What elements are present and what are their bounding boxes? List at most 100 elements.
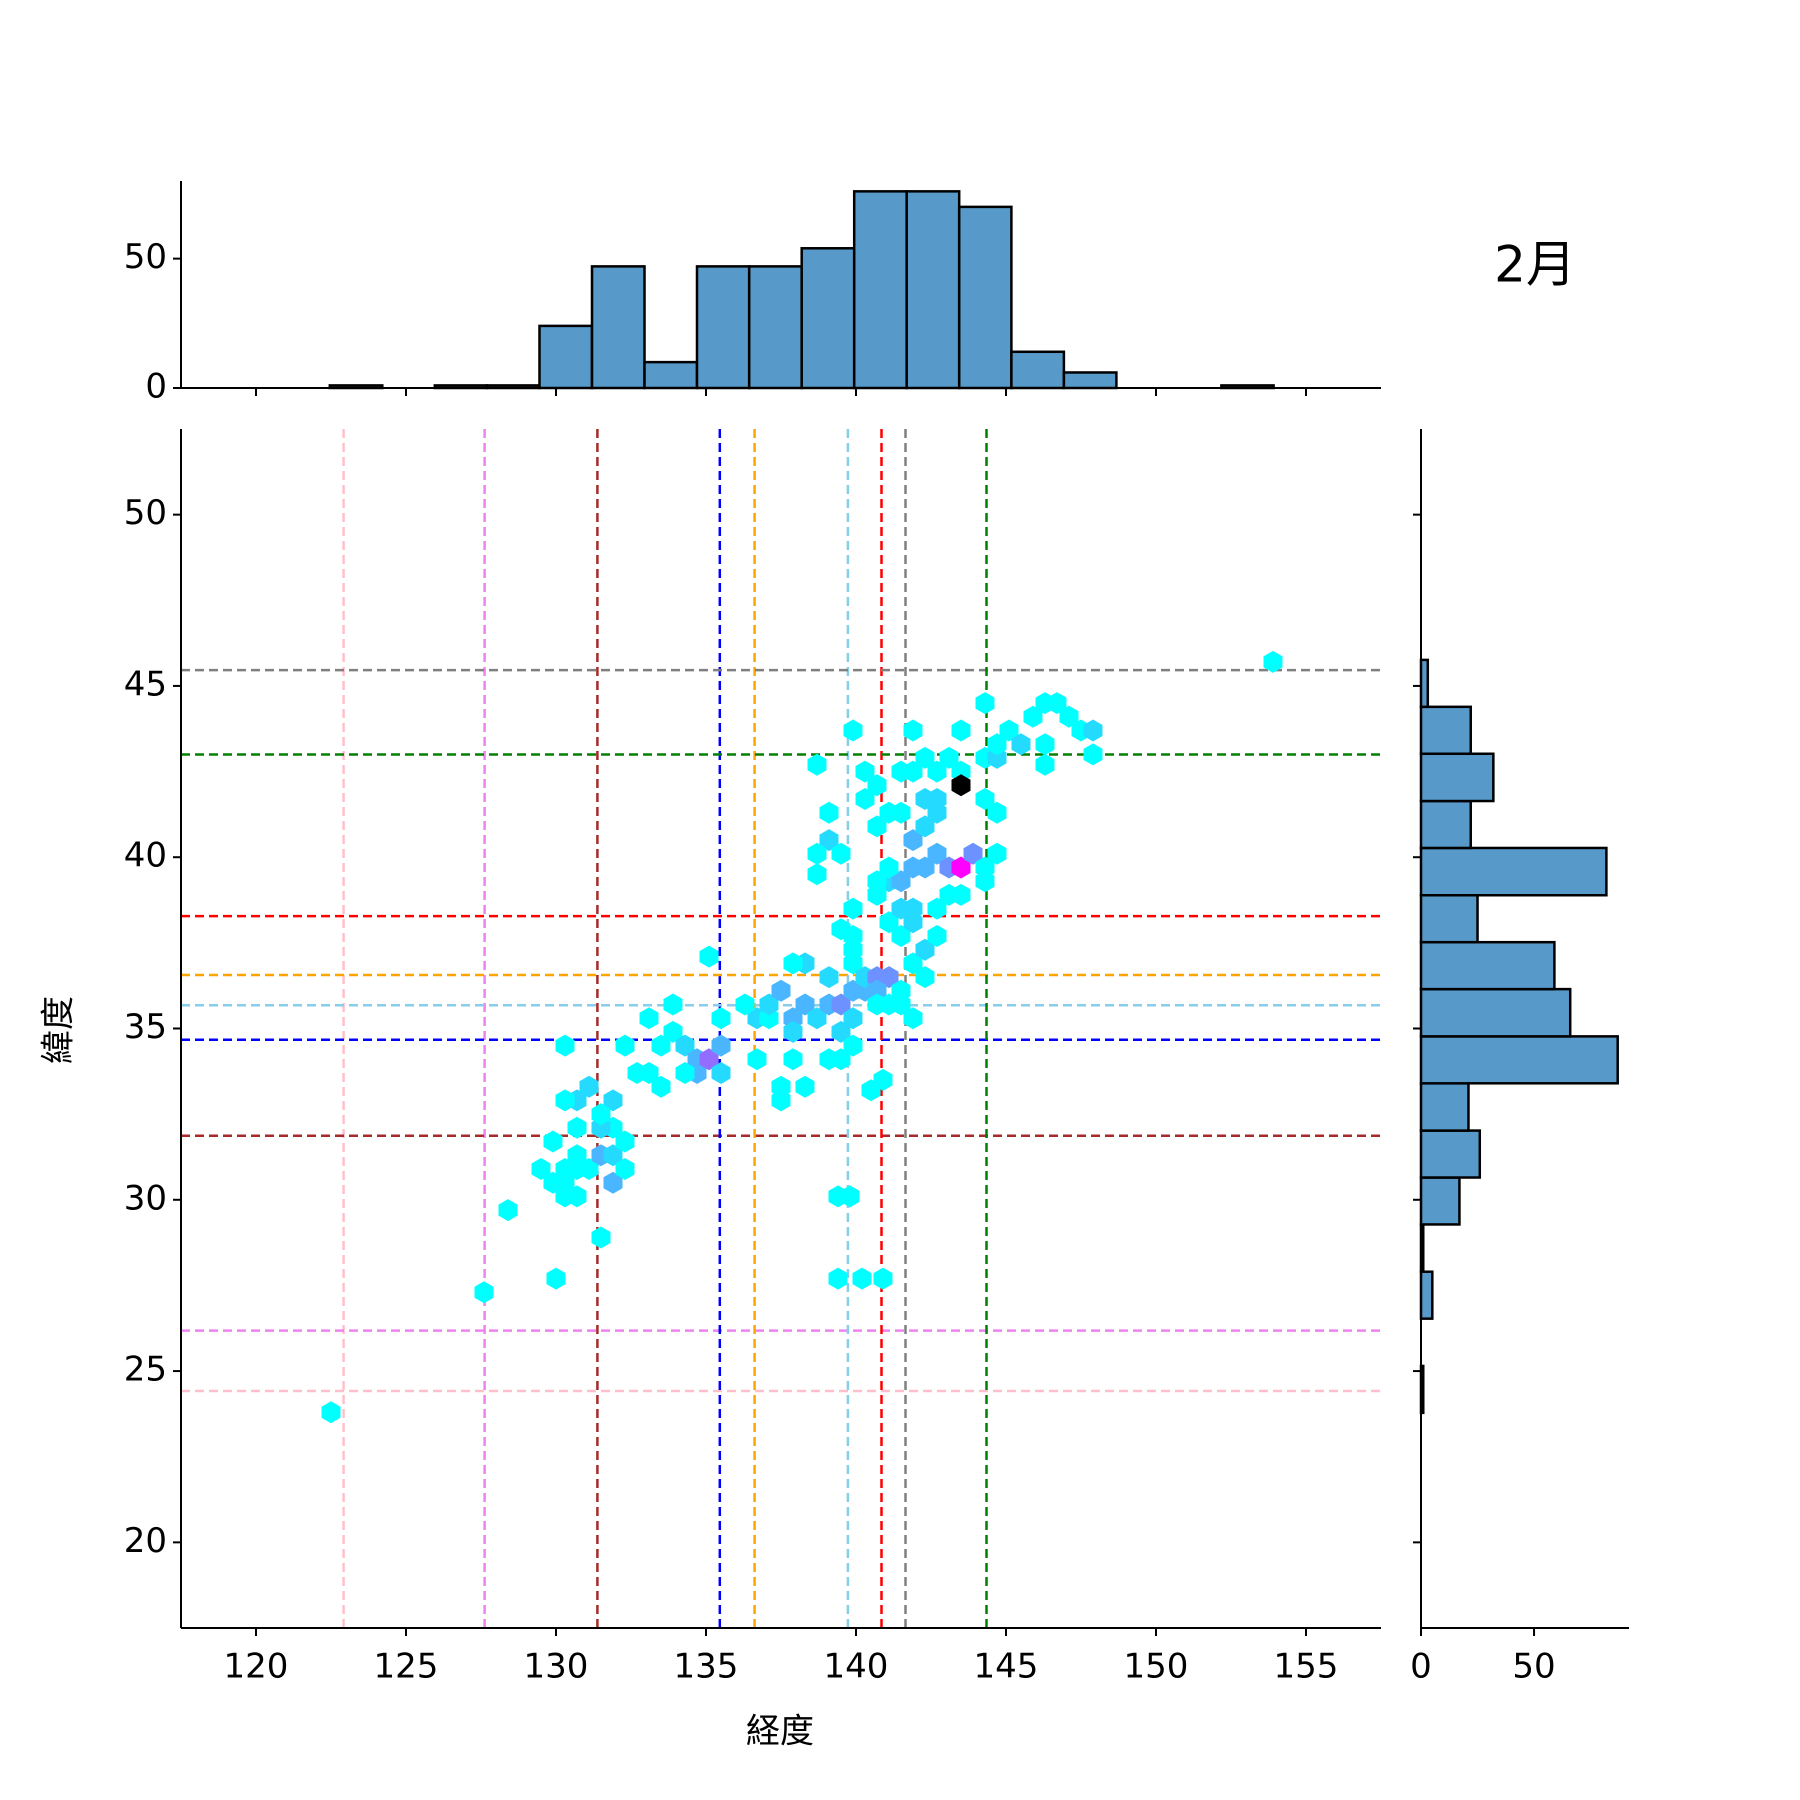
hexbin-cell	[663, 1020, 683, 1043]
x-tick-label: 50	[1512, 1647, 1555, 1687]
hexbin-cell	[1263, 650, 1283, 673]
histogram-bar	[1419, 1176, 1461, 1226]
hexbin-cell	[939, 883, 959, 906]
hexbin-cell	[711, 1034, 731, 1057]
hexbin-cell	[543, 1130, 563, 1153]
hexbin-cell	[831, 1020, 851, 1043]
hexbin-cell	[747, 1048, 767, 1071]
hexbin-cell	[891, 870, 911, 893]
hexbin-cell	[951, 774, 971, 797]
x-axis-label: 経度	[746, 1712, 814, 1752]
hexbin-cell	[699, 1048, 719, 1071]
hexbin-cell	[927, 788, 947, 810]
hexbin-cell	[927, 897, 947, 920]
hexbin-cell	[639, 1007, 659, 1030]
hexbin-cell	[771, 1089, 791, 1112]
hexbin-cell	[711, 1007, 731, 1030]
hexbin-cell	[807, 863, 827, 886]
hexbin-cell	[927, 842, 947, 865]
y-tick-label: 35	[124, 1007, 167, 1047]
hexbin-cell	[795, 993, 815, 1016]
hexbin-cell	[807, 753, 827, 776]
hexbin-cell	[579, 1075, 599, 1098]
histogram-bar	[1419, 705, 1472, 756]
hexbin-cell	[759, 993, 779, 1016]
x-tick-label: 125	[374, 1647, 439, 1687]
hexbin-cell	[675, 1034, 695, 1057]
hexbin-cell	[1035, 753, 1055, 776]
hexbin-cell	[879, 856, 899, 879]
hexbin-cell	[735, 993, 755, 1016]
hexbin-cell	[879, 911, 899, 934]
hexbin-cell	[603, 1089, 623, 1112]
hexbin-cell	[843, 897, 863, 920]
hexbin-cell	[903, 911, 923, 934]
hexbin-cell	[987, 733, 1007, 756]
histogram-bar	[1419, 987, 1572, 1038]
x-tick-label: 135	[674, 1647, 739, 1687]
hexbin-cell	[879, 966, 899, 989]
hexbin-cell	[1083, 743, 1103, 766]
histogram-bar	[643, 360, 699, 390]
hexbin-cell	[639, 1062, 659, 1084]
histogram-bar	[1419, 1270, 1434, 1320]
hexbin-cell	[474, 1281, 494, 1304]
hexbin-cell	[783, 952, 803, 975]
hexbin-cell	[828, 1267, 848, 1290]
hexbin-cell	[603, 1171, 623, 1194]
x-tick-label: 130	[524, 1647, 589, 1687]
hexbin-cell	[819, 801, 839, 824]
hexbin-cell	[321, 1401, 341, 1424]
x-tick-label: 145	[974, 1647, 1039, 1687]
hexbin-cell	[915, 938, 935, 961]
hexbin-cell	[603, 1144, 623, 1167]
hexbin-cell	[795, 1075, 815, 1098]
hexbin-cell	[843, 1007, 863, 1030]
hexbin-cell	[915, 966, 935, 989]
hexbin-cell	[783, 1048, 803, 1071]
histogram-bar	[852, 190, 908, 390]
hexbin-cell	[711, 1062, 731, 1084]
histogram-bar	[1419, 1129, 1482, 1179]
histogram-bar	[695, 265, 751, 390]
hexbin-cell	[867, 870, 887, 893]
hexbin-cell	[615, 1034, 635, 1057]
y-tick-label: 50	[124, 493, 167, 533]
histogram-bar	[1419, 1035, 1619, 1085]
histogram-bar	[590, 265, 646, 390]
x-tick-label: 140	[824, 1647, 889, 1687]
histogram-bar	[905, 190, 961, 390]
hexbin-cell	[819, 966, 839, 989]
hexbin-cell	[567, 1116, 587, 1139]
hexbin-cell	[903, 1007, 923, 1030]
hexbin-cell	[531, 1158, 551, 1180]
hexbin-cell	[546, 1267, 566, 1290]
hexbin-cell	[591, 1103, 611, 1126]
hexbin-cell	[927, 925, 947, 947]
x-tick-label: 155	[1274, 1647, 1339, 1687]
hexbin-cell	[615, 1130, 635, 1153]
hexbin-cell	[555, 1034, 575, 1057]
y-tick-label: 45	[124, 664, 167, 704]
x-tick-label: 150	[1124, 1647, 1189, 1687]
hexbin-cell	[951, 719, 971, 742]
hexbin-cell	[852, 1267, 872, 1290]
hexbin-cell	[843, 1034, 863, 1057]
hexbin-cell	[927, 760, 947, 783]
hexbin-cell	[963, 842, 983, 865]
hexbin-cell	[651, 1034, 671, 1057]
hexbin-cell	[873, 1267, 893, 1290]
hexbin-cell	[867, 815, 887, 838]
hexbin-cell	[879, 801, 899, 824]
hexbin-cell	[915, 746, 935, 769]
hexbin-cell	[1023, 705, 1043, 728]
histogram-bar	[957, 205, 1013, 390]
hexbin-cell	[1035, 733, 1055, 756]
hexbin-cell	[831, 918, 851, 941]
y-tick-label: 0	[145, 367, 167, 407]
hexbin-cell	[999, 719, 1019, 742]
hexbin-cell	[843, 719, 863, 742]
hexbin-cell	[867, 774, 887, 797]
y-tick-label: 30	[124, 1178, 167, 1218]
hexbin-cell	[807, 1007, 827, 1030]
